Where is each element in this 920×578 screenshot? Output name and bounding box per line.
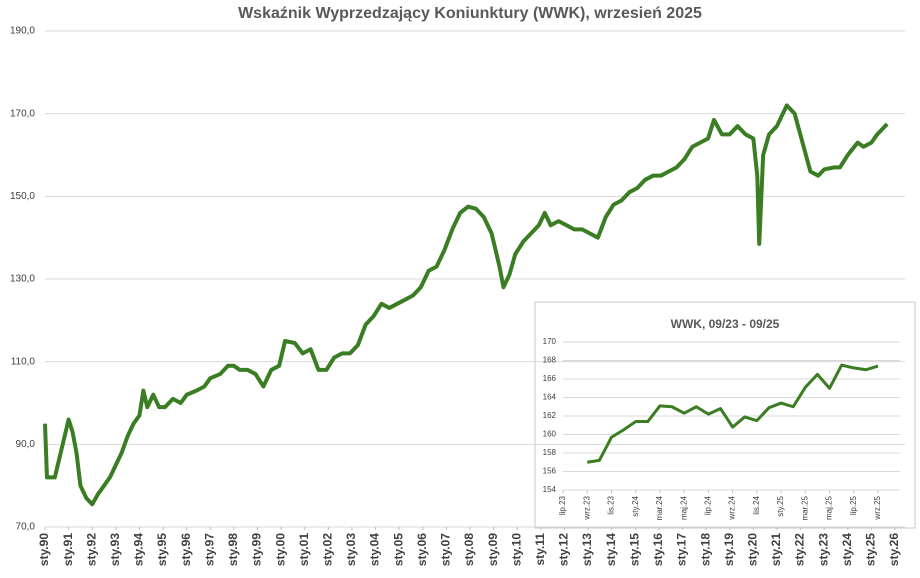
x-tick-label: sty.94 [132,533,146,566]
x-tick-label: sty.08 [462,533,476,566]
y-tick-label: 166 [543,374,557,383]
y-tick-label: 90,0 [16,439,36,450]
x-tick-label: sty.99 [250,533,264,566]
y-tick-label: 170,0 [10,108,35,119]
x-tick-label: sty.13 [580,533,594,566]
y-tick-label: 158 [543,448,557,457]
x-tick-label: sty.98 [226,533,240,566]
x-tick-label: sty.09 [486,533,500,566]
x-tick-label: wrz.23 [582,495,591,520]
x-tick-label: sty.06 [415,533,429,566]
x-tick-label: sty.14 [604,533,618,566]
x-tick-label: sty.19 [722,533,736,566]
x-tick-label: sty.96 [179,533,193,566]
y-tick-label: 70,0 [16,522,36,533]
x-tick-label: sty.01 [297,533,311,566]
x-tick-label: lip.25 [849,495,858,515]
data-line [43,103,889,507]
x-tick-label: sty.92 [84,533,98,566]
y-tick-label: 150,0 [10,191,35,202]
x-tick-label: sty.97 [202,533,216,566]
y-tick-label: 110,0 [11,356,36,367]
x-tick-label: sty.90 [37,533,51,566]
x-tick-label: sty.03 [344,533,358,566]
x-tick-label: sty.10 [509,533,523,566]
y-tick-label: 162 [543,411,557,420]
x-tick-label: sty.95 [155,533,169,566]
x-tick-label: wrz.24 [728,495,737,520]
x-tick-label: sty.17 [675,533,689,566]
x-tick-label: sty.04 [368,533,382,566]
x-tick-label: sty.20 [746,533,760,566]
x-tick-label: sty.16 [651,533,665,566]
x-tick-label: sty.02 [321,533,335,566]
x-tick-label: sty.23 [816,533,830,566]
x-tick-label: lip.24 [703,495,712,515]
x-tick-label: sty.07 [439,533,453,566]
y-tick-label: 168 [543,356,557,365]
x-tick-label: lis.23 [607,495,616,514]
x-tick-label: lis.24 [752,495,761,514]
x-tick-label: lip.23 [558,495,567,515]
x-tick-label: wrz.25 [873,495,882,520]
x-tick-label: sty.05 [391,533,405,566]
y-tick-label: 164 [543,393,557,402]
x-tick-label: sty.21 [769,533,783,566]
x-tick-label: sty.24 [631,495,640,516]
x-tick-label: sty.93 [108,533,122,566]
x-tick-label: sty.18 [698,533,712,566]
x-tick-label: sty.25 [864,533,878,566]
inset-title: WWK, 09/23 - 09/25 [671,317,780,331]
x-tick-label: maj.25 [825,495,834,520]
y-tick-label: 160 [543,430,557,439]
y-tick-label: 190,0 [10,26,35,37]
x-tick-label: sty.24 [840,533,854,566]
data-line [587,363,879,464]
y-tick-label: 170 [543,337,557,346]
chart-title: Wskaźnik Wyprzedzający Koniunktury (WWK)… [238,5,702,22]
x-tick-label: sty.00 [273,533,287,566]
y-tick-label: 130,0 [10,274,35,285]
x-tick-label: sty.26 [887,533,901,566]
x-tick-label: mar.25 [800,495,809,520]
x-tick-label: sty.22 [793,533,807,566]
x-tick-label: mar.24 [655,495,664,520]
x-tick-label: sty.15 [627,533,641,566]
x-tick-label: sty.11 [533,533,547,566]
y-tick-label: 154 [543,485,557,494]
x-tick-label: sty.12 [557,533,571,566]
x-tick-label: maj.24 [679,495,688,520]
y-tick-label: 156 [543,467,557,476]
x-tick-label: sty.25 [776,495,785,516]
x-tick-label: sty.91 [61,533,75,566]
